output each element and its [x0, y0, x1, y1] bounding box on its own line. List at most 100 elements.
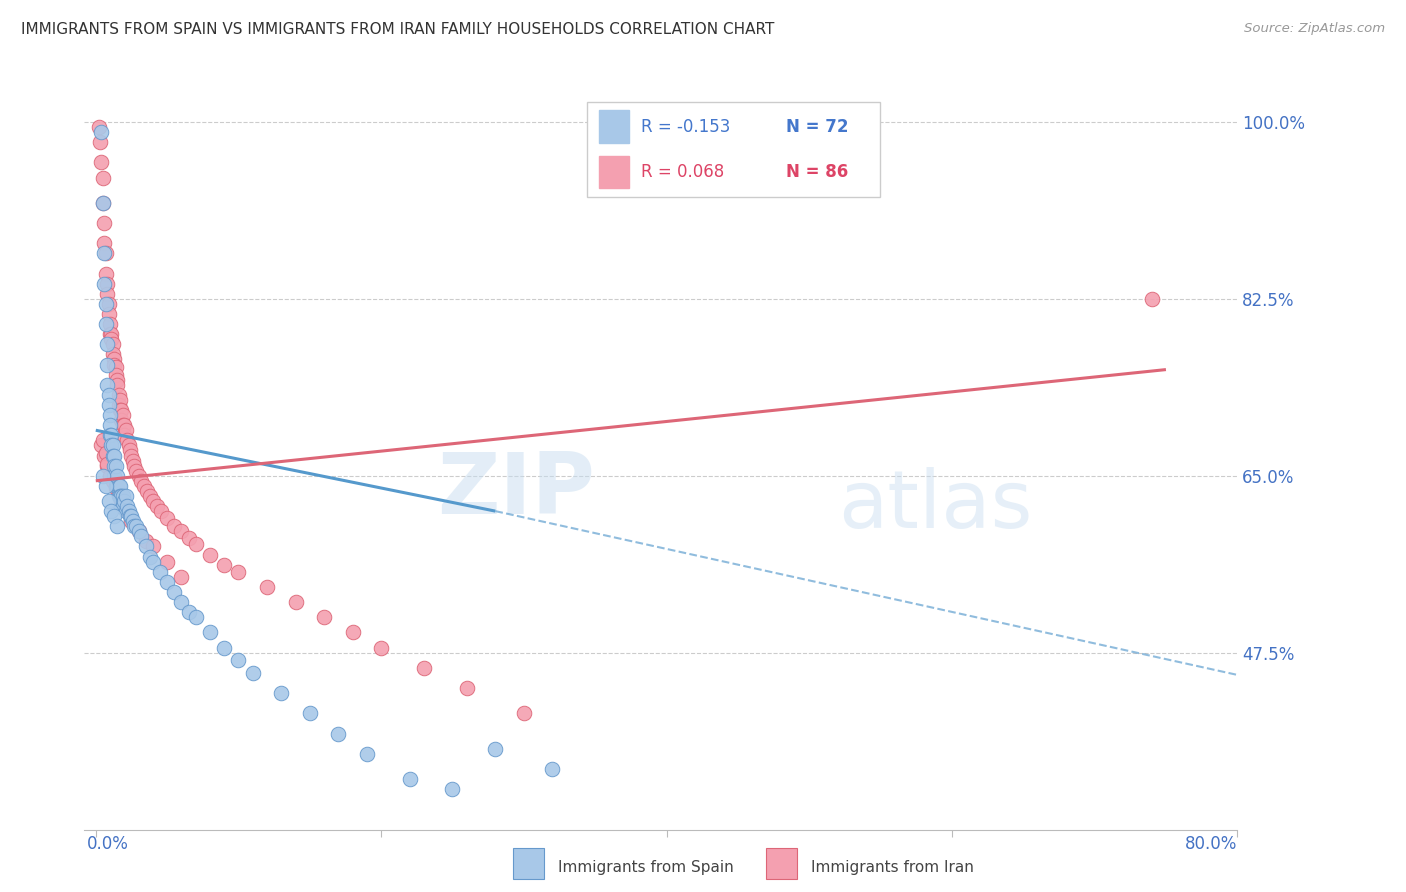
Point	[112, 494, 135, 508]
Point	[101, 449, 124, 463]
Point	[108, 403, 131, 417]
Point	[93, 216, 115, 230]
Point	[198, 548, 221, 562]
Bar	[599, 111, 628, 144]
Point	[96, 337, 118, 351]
Point	[118, 509, 141, 524]
Point	[107, 398, 129, 412]
Point	[228, 653, 250, 667]
Point	[96, 277, 118, 291]
Point	[94, 267, 117, 281]
Point	[156, 574, 179, 589]
Point	[118, 443, 141, 458]
Point	[104, 481, 127, 495]
Point	[101, 438, 124, 452]
Point	[146, 499, 169, 513]
Bar	[599, 155, 628, 188]
Point	[105, 519, 128, 533]
Point	[97, 494, 120, 508]
Point	[170, 524, 193, 539]
Point	[107, 479, 129, 493]
Point	[105, 468, 128, 483]
Point	[131, 529, 153, 543]
Point	[104, 359, 127, 374]
Point	[94, 246, 117, 260]
Point	[398, 772, 420, 786]
Point	[142, 555, 165, 569]
Point	[104, 368, 127, 382]
Point	[170, 570, 193, 584]
Point	[114, 423, 136, 437]
Point	[101, 337, 124, 351]
Point	[150, 504, 173, 518]
Point	[100, 332, 122, 346]
Point	[103, 468, 125, 483]
Point	[98, 418, 121, 433]
Point	[87, 120, 110, 134]
Point	[96, 286, 118, 301]
Point	[156, 555, 179, 569]
Point	[97, 398, 120, 412]
Point	[104, 458, 127, 473]
Point	[91, 170, 114, 185]
Point	[125, 464, 148, 478]
Point	[100, 327, 122, 342]
Text: IMMIGRANTS FROM SPAIN VS IMMIGRANTS FROM IRAN FAMILY HOUSEHOLDS CORRELATION CHAR: IMMIGRANTS FROM SPAIN VS IMMIGRANTS FROM…	[21, 22, 775, 37]
Point	[97, 388, 120, 402]
Point	[108, 489, 131, 503]
Point	[91, 468, 114, 483]
Point	[107, 489, 129, 503]
Point	[96, 457, 118, 471]
Point	[103, 352, 125, 367]
Point	[97, 297, 120, 311]
Text: ZIP: ZIP	[437, 450, 595, 533]
Point	[136, 483, 159, 498]
Point	[256, 580, 278, 594]
Point	[142, 494, 165, 508]
Point	[513, 706, 536, 721]
Point	[149, 565, 172, 579]
Point	[103, 449, 125, 463]
Point	[93, 236, 115, 251]
Point	[94, 297, 117, 311]
Point	[177, 605, 200, 619]
Point	[114, 489, 136, 503]
Point	[212, 640, 235, 655]
Text: R = -0.153: R = -0.153	[641, 118, 730, 136]
Text: N = 86: N = 86	[786, 163, 848, 181]
Point	[441, 782, 464, 797]
Point	[456, 681, 478, 695]
Point	[96, 358, 118, 372]
Text: 80.0%: 80.0%	[1185, 835, 1237, 853]
Point	[184, 610, 207, 624]
Point	[105, 373, 128, 387]
Point	[96, 377, 118, 392]
Point	[122, 453, 145, 467]
Point	[110, 494, 132, 508]
Point	[115, 499, 138, 513]
Point	[156, 511, 179, 525]
Point	[120, 449, 142, 463]
Point	[101, 347, 124, 361]
Point	[120, 509, 142, 524]
Point	[90, 438, 112, 452]
Point	[108, 392, 131, 407]
Point	[94, 317, 117, 331]
Point	[139, 489, 162, 503]
Text: Source: ZipAtlas.com: Source: ZipAtlas.com	[1244, 22, 1385, 36]
Point	[111, 499, 134, 513]
Point	[89, 135, 111, 149]
Point	[98, 327, 121, 342]
Point	[128, 468, 150, 483]
Point	[122, 514, 145, 528]
Point	[134, 479, 156, 493]
Point	[103, 358, 125, 372]
Point	[96, 458, 118, 473]
Point	[177, 532, 200, 546]
Point	[100, 504, 122, 518]
Point	[124, 458, 146, 473]
Point	[135, 534, 157, 549]
Point	[103, 509, 125, 524]
Point	[90, 125, 112, 139]
Point	[484, 741, 506, 756]
